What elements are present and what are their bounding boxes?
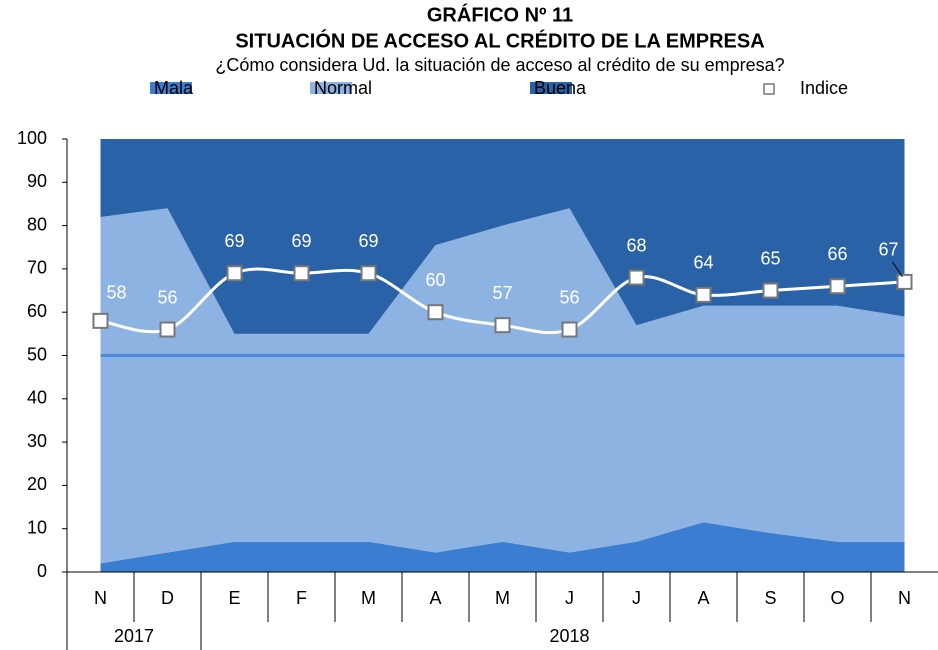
data-label: 66 [827, 244, 847, 264]
data-label: 69 [224, 231, 244, 251]
x-tick-label: E [228, 588, 240, 608]
index-marker [427, 304, 444, 321]
legend-swatch [310, 82, 352, 94]
y-tick-label: 90 [27, 171, 47, 191]
legend-label: Indice [800, 78, 848, 98]
x-tick-label: A [697, 588, 709, 608]
x-tick-label: N [898, 588, 911, 608]
index-marker [628, 269, 645, 286]
data-label: 67 [878, 240, 898, 260]
area [100, 522, 905, 572]
x-tick-label: M [495, 588, 510, 608]
index-marker [695, 286, 712, 303]
x-tick-label: O [830, 588, 844, 608]
area [100, 139, 905, 334]
data-label: 65 [760, 248, 780, 268]
data-label: 69 [358, 231, 378, 251]
x-tick-label: N [94, 588, 107, 608]
legend-label: Buena [534, 78, 587, 98]
x-tick-label: F [296, 588, 307, 608]
x-tick-label: J [632, 588, 641, 608]
question: ¿Cómo considera Ud. la situación de acce… [215, 55, 784, 75]
y-tick-label: 30 [27, 431, 47, 451]
index-marker [896, 273, 913, 290]
index-marker [829, 278, 846, 295]
data-label: 58 [106, 283, 126, 303]
index-marker [494, 317, 511, 334]
group-label: 2018 [549, 626, 589, 646]
data-label: 56 [559, 287, 579, 307]
legend-swatch [150, 82, 192, 94]
y-tick-label: 80 [27, 214, 47, 234]
y-tick-label: 40 [27, 388, 47, 408]
index-marker [561, 321, 578, 338]
x-tick-label: A [429, 588, 441, 608]
data-label: 69 [291, 231, 311, 251]
y-tick-label: 100 [17, 128, 47, 148]
data-label: 60 [425, 270, 445, 290]
y-tick-label: 70 [27, 258, 47, 278]
y-tick-label: 20 [27, 474, 47, 494]
group-label: 2017 [114, 626, 154, 646]
legend-marker [763, 83, 775, 95]
index-marker [293, 265, 310, 282]
x-tick-label: S [764, 588, 776, 608]
y-tick-label: 50 [27, 344, 47, 364]
chart-title: GRÁFICO Nº 11 [427, 3, 573, 26]
index-marker [762, 282, 779, 299]
index-marker [226, 265, 243, 282]
chart-subtitle: SITUACIÓN DE ACCESO AL CRÉDITO DE LA EMP… [235, 28, 764, 52]
x-tick-label: D [161, 588, 174, 608]
data-label: 56 [157, 287, 177, 307]
data-label: 68 [626, 235, 646, 255]
y-tick-label: 0 [37, 561, 47, 581]
index-marker [92, 312, 109, 329]
x-tick-label: J [565, 588, 574, 608]
area [100, 208, 905, 564]
legend-label: Normal [314, 78, 372, 98]
leader-line [892, 261, 903, 278]
index-marker [159, 321, 176, 338]
legend-swatch [530, 82, 572, 94]
legend-label: Mala [154, 78, 194, 98]
y-tick-label: 60 [27, 301, 47, 321]
y-tick-label: 10 [27, 517, 47, 537]
data-label: 57 [492, 283, 512, 303]
x-tick-label: M [361, 588, 376, 608]
index-marker [360, 265, 377, 282]
data-label: 64 [693, 253, 713, 273]
